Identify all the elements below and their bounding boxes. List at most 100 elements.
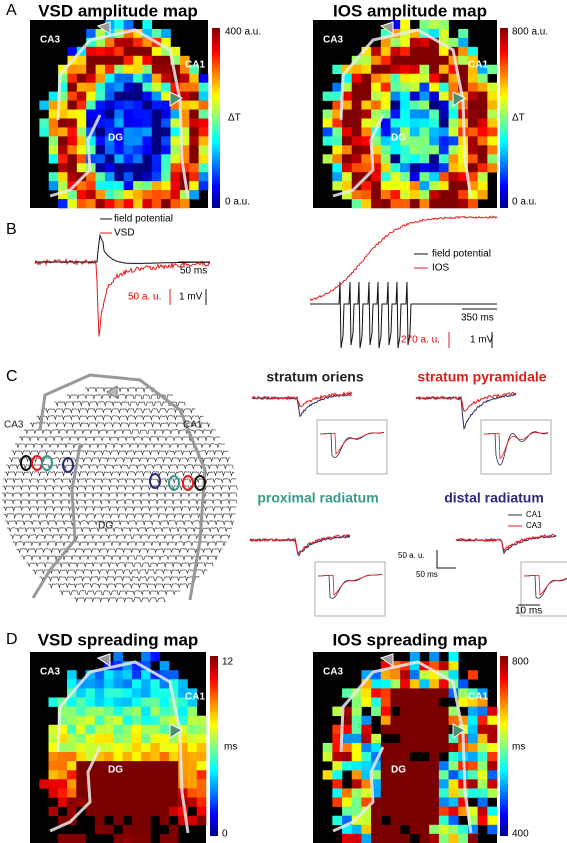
map-pixel	[198, 154, 209, 164]
map-pixel	[332, 145, 343, 155]
recording-trace	[4, 471, 235, 477]
map-pixel	[400, 82, 411, 92]
map-pixel	[179, 154, 190, 164]
map-pixel	[477, 752, 488, 762]
map-pixel	[114, 82, 124, 92]
map-pixel	[133, 154, 143, 164]
map-pixel	[57, 724, 68, 735]
colorbar-label: ΔT	[512, 113, 525, 124]
map-pixel	[168, 770, 179, 780]
map-pixel	[400, 742, 411, 753]
map-pixel	[48, 733, 59, 744]
map-pixel	[67, 82, 78, 92]
map-pixel	[477, 73, 488, 83]
map-pixel	[448, 833, 459, 843]
map-pixel	[76, 733, 86, 744]
map-pixel	[477, 770, 488, 780]
map-pixel	[95, 118, 106, 128]
map-pixel	[448, 806, 459, 817]
map-pixel	[361, 715, 372, 726]
map-pixel	[170, 100, 181, 110]
map-pixel	[67, 64, 78, 75]
map-pixel	[122, 788, 133, 798]
map-pixel	[419, 779, 430, 789]
map-pixel	[342, 824, 353, 835]
map-pixel	[159, 697, 170, 707]
map-pixel	[409, 172, 420, 182]
region-outline	[56, 28, 190, 199]
map-pixel	[400, 181, 411, 191]
map-pixel	[48, 761, 59, 771]
map-pixel	[361, 46, 372, 57]
map-pixel	[168, 824, 179, 835]
map-pixel	[141, 661, 151, 671]
map-pixel	[467, 733, 478, 744]
map-pixel	[322, 136, 333, 146]
map-pixel	[104, 761, 114, 771]
map-pixel	[104, 715, 114, 726]
map-pixel	[196, 788, 207, 798]
map-pixel	[371, 761, 382, 771]
map-pixel	[438, 82, 449, 92]
map-pixel	[196, 815, 207, 826]
map-pixel	[133, 73, 143, 83]
map-pixel	[76, 73, 87, 83]
map-pixel	[429, 37, 440, 48]
map-pixel	[380, 752, 391, 762]
map-pixel	[151, 136, 162, 146]
map-pixel	[429, 688, 440, 698]
map-pixel	[94, 806, 105, 817]
map-pixel	[419, 163, 430, 173]
map-pixel	[438, 815, 449, 826]
map-pixel	[332, 815, 343, 826]
map-pixel	[380, 190, 391, 200]
subpanel-title: distal radiatum	[444, 490, 544, 506]
map-pixel	[409, 82, 420, 92]
map-pixel	[438, 770, 449, 780]
map-pixel	[161, 28, 171, 39]
map-pixel	[390, 806, 401, 817]
map-pixel	[419, 109, 430, 119]
electrode-marker	[194, 475, 206, 491]
map-pixel	[198, 91, 209, 101]
map-pixel	[67, 752, 77, 762]
map-pixel	[94, 724, 105, 735]
map-pixel	[458, 697, 469, 707]
map-pixel	[141, 797, 151, 807]
map-pixel	[371, 172, 382, 182]
map-pixel	[419, 742, 430, 753]
map-pixel	[141, 833, 151, 843]
map-pixel	[151, 73, 162, 83]
map-pixel	[67, 706, 77, 716]
map-pixel	[142, 109, 153, 119]
map-pixel	[477, 109, 488, 119]
map-pixel	[178, 770, 188, 780]
map-pixel	[342, 833, 353, 843]
map-pixel	[429, 679, 440, 689]
map-pixel	[429, 770, 440, 780]
map-pixel	[122, 779, 133, 789]
map-pixel	[67, 833, 77, 843]
panel-label: C	[6, 368, 18, 385]
map-pixel	[467, 127, 478, 137]
map-pixel	[448, 770, 459, 780]
map-pixel	[448, 779, 459, 789]
map-pixel	[198, 181, 209, 191]
map-pixel	[419, 181, 430, 191]
map-pixel	[419, 127, 430, 137]
recording-trace	[59, 590, 181, 596]
map-pixel	[150, 742, 160, 753]
map-pixel	[429, 833, 440, 843]
map-pixel	[141, 715, 151, 726]
map-pixel	[189, 172, 199, 182]
map-pixel	[409, 145, 420, 155]
map-pixel	[67, 779, 77, 789]
map-pixel	[104, 136, 115, 146]
map-pixel	[351, 770, 362, 780]
map-pixel	[390, 715, 401, 726]
map-pixel	[58, 136, 68, 146]
map-pixel	[187, 697, 198, 707]
map-pixel	[429, 752, 440, 762]
map-pixel	[429, 172, 440, 182]
map-pixel	[390, 761, 401, 771]
